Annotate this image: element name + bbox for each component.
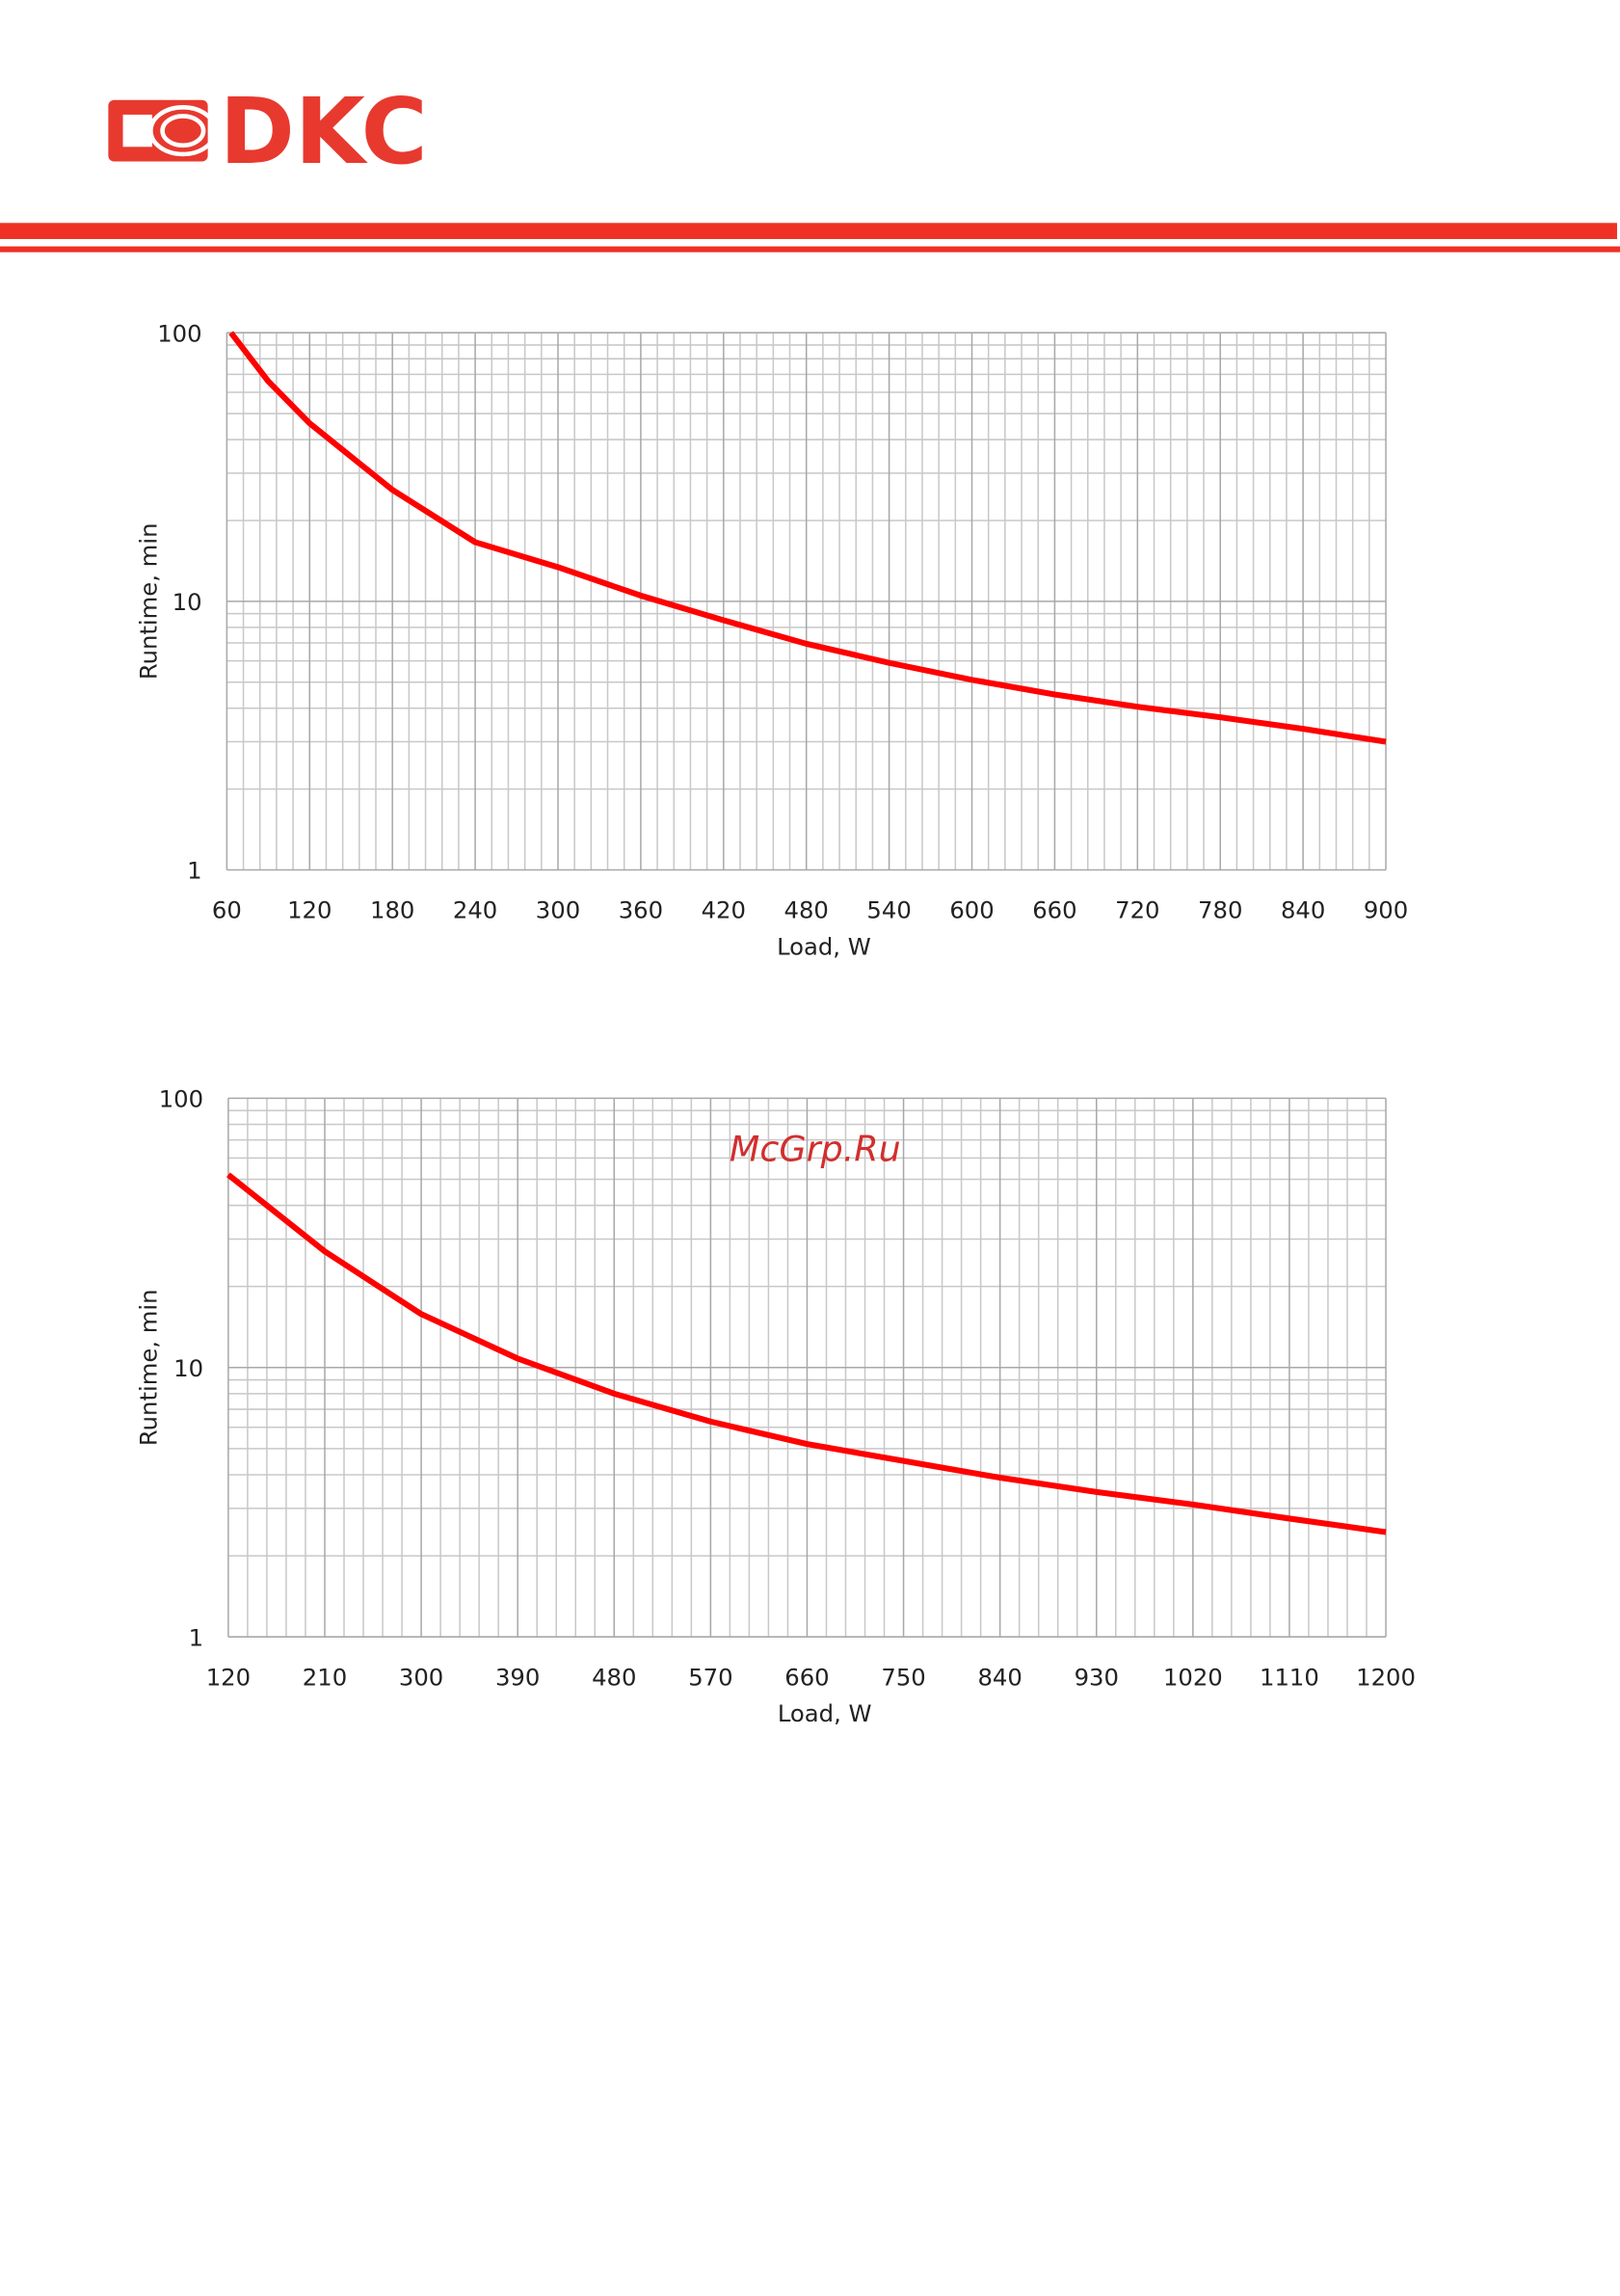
x-tick-label: 1020 xyxy=(1163,1663,1223,1691)
logo-text: DKC xyxy=(220,80,428,185)
runtime-curve xyxy=(228,331,1387,745)
x-tick-label: 720 xyxy=(1115,896,1159,924)
x-tick-label: 1200 xyxy=(1356,1663,1416,1691)
y-tick-label: 10 xyxy=(173,588,202,616)
x-axis-label: Load, W xyxy=(778,1699,872,1727)
x-tick-label: 300 xyxy=(399,1663,443,1691)
y-tick-label: 100 xyxy=(159,1084,203,1112)
x-tick-label: 840 xyxy=(977,1663,1022,1691)
y-tick-label: 1 xyxy=(187,857,201,885)
logo: DKC xyxy=(108,80,428,185)
x-tick-label: 480 xyxy=(784,896,829,924)
y-tick-label: 10 xyxy=(173,1354,203,1382)
x-tick-label: 600 xyxy=(949,896,994,924)
x-tick-label: 660 xyxy=(1032,896,1076,924)
header-stripe xyxy=(0,246,1620,253)
runtime-curve xyxy=(226,1172,1387,1535)
x-tick-label: 930 xyxy=(1075,1663,1119,1691)
x-tick-label: 210 xyxy=(303,1663,347,1691)
logo-ring xyxy=(160,114,206,148)
x-tick-label: 180 xyxy=(370,896,414,924)
x-tick-label: 240 xyxy=(453,896,497,924)
x-tick-label: 120 xyxy=(287,896,332,924)
charts: 60 120 180 240 300 360 420 480 540 600 660 720 780 84… xyxy=(134,319,1415,1727)
x-tick-label: 60 xyxy=(212,896,242,924)
y-tick-label: 100 xyxy=(157,319,201,347)
x-tick-label: 900 xyxy=(1364,896,1408,924)
y-axis-label: Runtime, min xyxy=(134,523,162,681)
x-axis-label: Load, W xyxy=(777,933,871,961)
x-tick-label: 120 xyxy=(206,1663,251,1691)
x-tick-label: 750 xyxy=(881,1663,925,1691)
logo-ring xyxy=(148,105,218,157)
x-tick-label: 420 xyxy=(702,896,746,924)
y-axis-label: Runtime, min xyxy=(134,1289,162,1446)
x-tick-label: 480 xyxy=(592,1663,636,1691)
header-stripe xyxy=(0,223,1617,239)
watermark: McGrp.Ru xyxy=(730,1129,901,1170)
y-tick-label: 1 xyxy=(189,1623,203,1651)
x-tick-label: 300 xyxy=(536,896,580,924)
x-tick-label: 360 xyxy=(619,896,663,924)
x-tick-label: 570 xyxy=(688,1663,732,1691)
x-tick-label: 660 xyxy=(784,1663,829,1691)
x-tick-label: 1110 xyxy=(1260,1663,1319,1691)
x-tick-label: 780 xyxy=(1198,896,1242,924)
logo-mark-inner xyxy=(122,114,152,147)
x-tick-label: 390 xyxy=(495,1663,540,1691)
x-tick-label: 540 xyxy=(866,896,911,924)
x-tick-label: 840 xyxy=(1281,896,1325,924)
